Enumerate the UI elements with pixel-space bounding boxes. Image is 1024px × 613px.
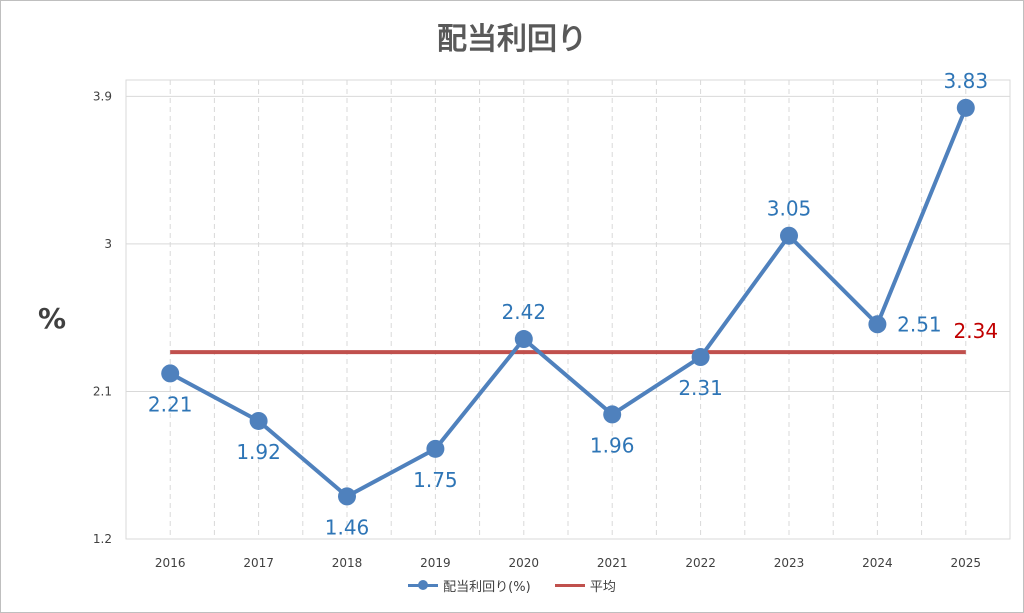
x-tick-label: 2022 [685,556,716,570]
x-tick-label: 2019 [420,556,451,570]
yield-data-point [338,487,356,506]
yield-data-label: 3.05 [767,197,812,221]
yield-data-label: 1.96 [590,433,635,457]
yield-data-point [426,439,445,458]
y-tick-label: 2.1 [93,384,112,398]
yield-data-label: 1.92 [236,440,281,464]
average-data-label: 2.34 [954,319,999,343]
x-tick-label: 2016 [155,556,186,570]
yield-data-point [514,330,533,349]
yield-data-point [780,226,798,245]
x-tick-label: 2023 [774,556,805,570]
legend-item-average: 平均 [554,576,616,595]
yield-data-label: 2.21 [148,392,193,416]
legend-item-yield: 配当利回り(%) [408,576,531,595]
yield-data-label: 2.51 [897,312,942,336]
x-tick-label: 2025 [951,556,982,570]
yield-data-label: 3.83 [944,69,989,93]
legend-yield-label: 配当利回り(%) [443,580,531,595]
yield-data-label: 2.31 [678,376,723,400]
yield-data-label: 1.46 [325,515,370,539]
yield-data-label: 2.42 [502,300,547,324]
yield-data-point [249,411,268,430]
yield-data-point [603,405,622,424]
x-tick-label: 2017 [243,556,274,570]
yield-data-point [868,315,887,334]
yield-data-point [161,364,180,383]
chart-title: 配当利回り [437,22,587,57]
yield-data-point [956,98,975,117]
yield-series-line [169,107,968,499]
x-tick-label: 2018 [332,556,363,570]
x-tick-label: 2024 [862,556,893,570]
y-tick-label: 1.2 [93,532,112,546]
y-tick-label: 3 [104,237,112,251]
y-tick-label: 3.9 [93,89,112,103]
legend-yield-marker [408,580,439,590]
legend-average-label: 平均 [589,580,616,595]
legend: 配当利回り(%) 平均 [0,576,1024,595]
y-axis-label: % [38,302,67,335]
yield-data-label: 1.75 [413,468,458,492]
yield-data-point [691,348,710,367]
x-tick-label: 2021 [597,556,628,570]
legend-average-marker [554,584,585,587]
x-tick-label: 2020 [509,556,540,570]
